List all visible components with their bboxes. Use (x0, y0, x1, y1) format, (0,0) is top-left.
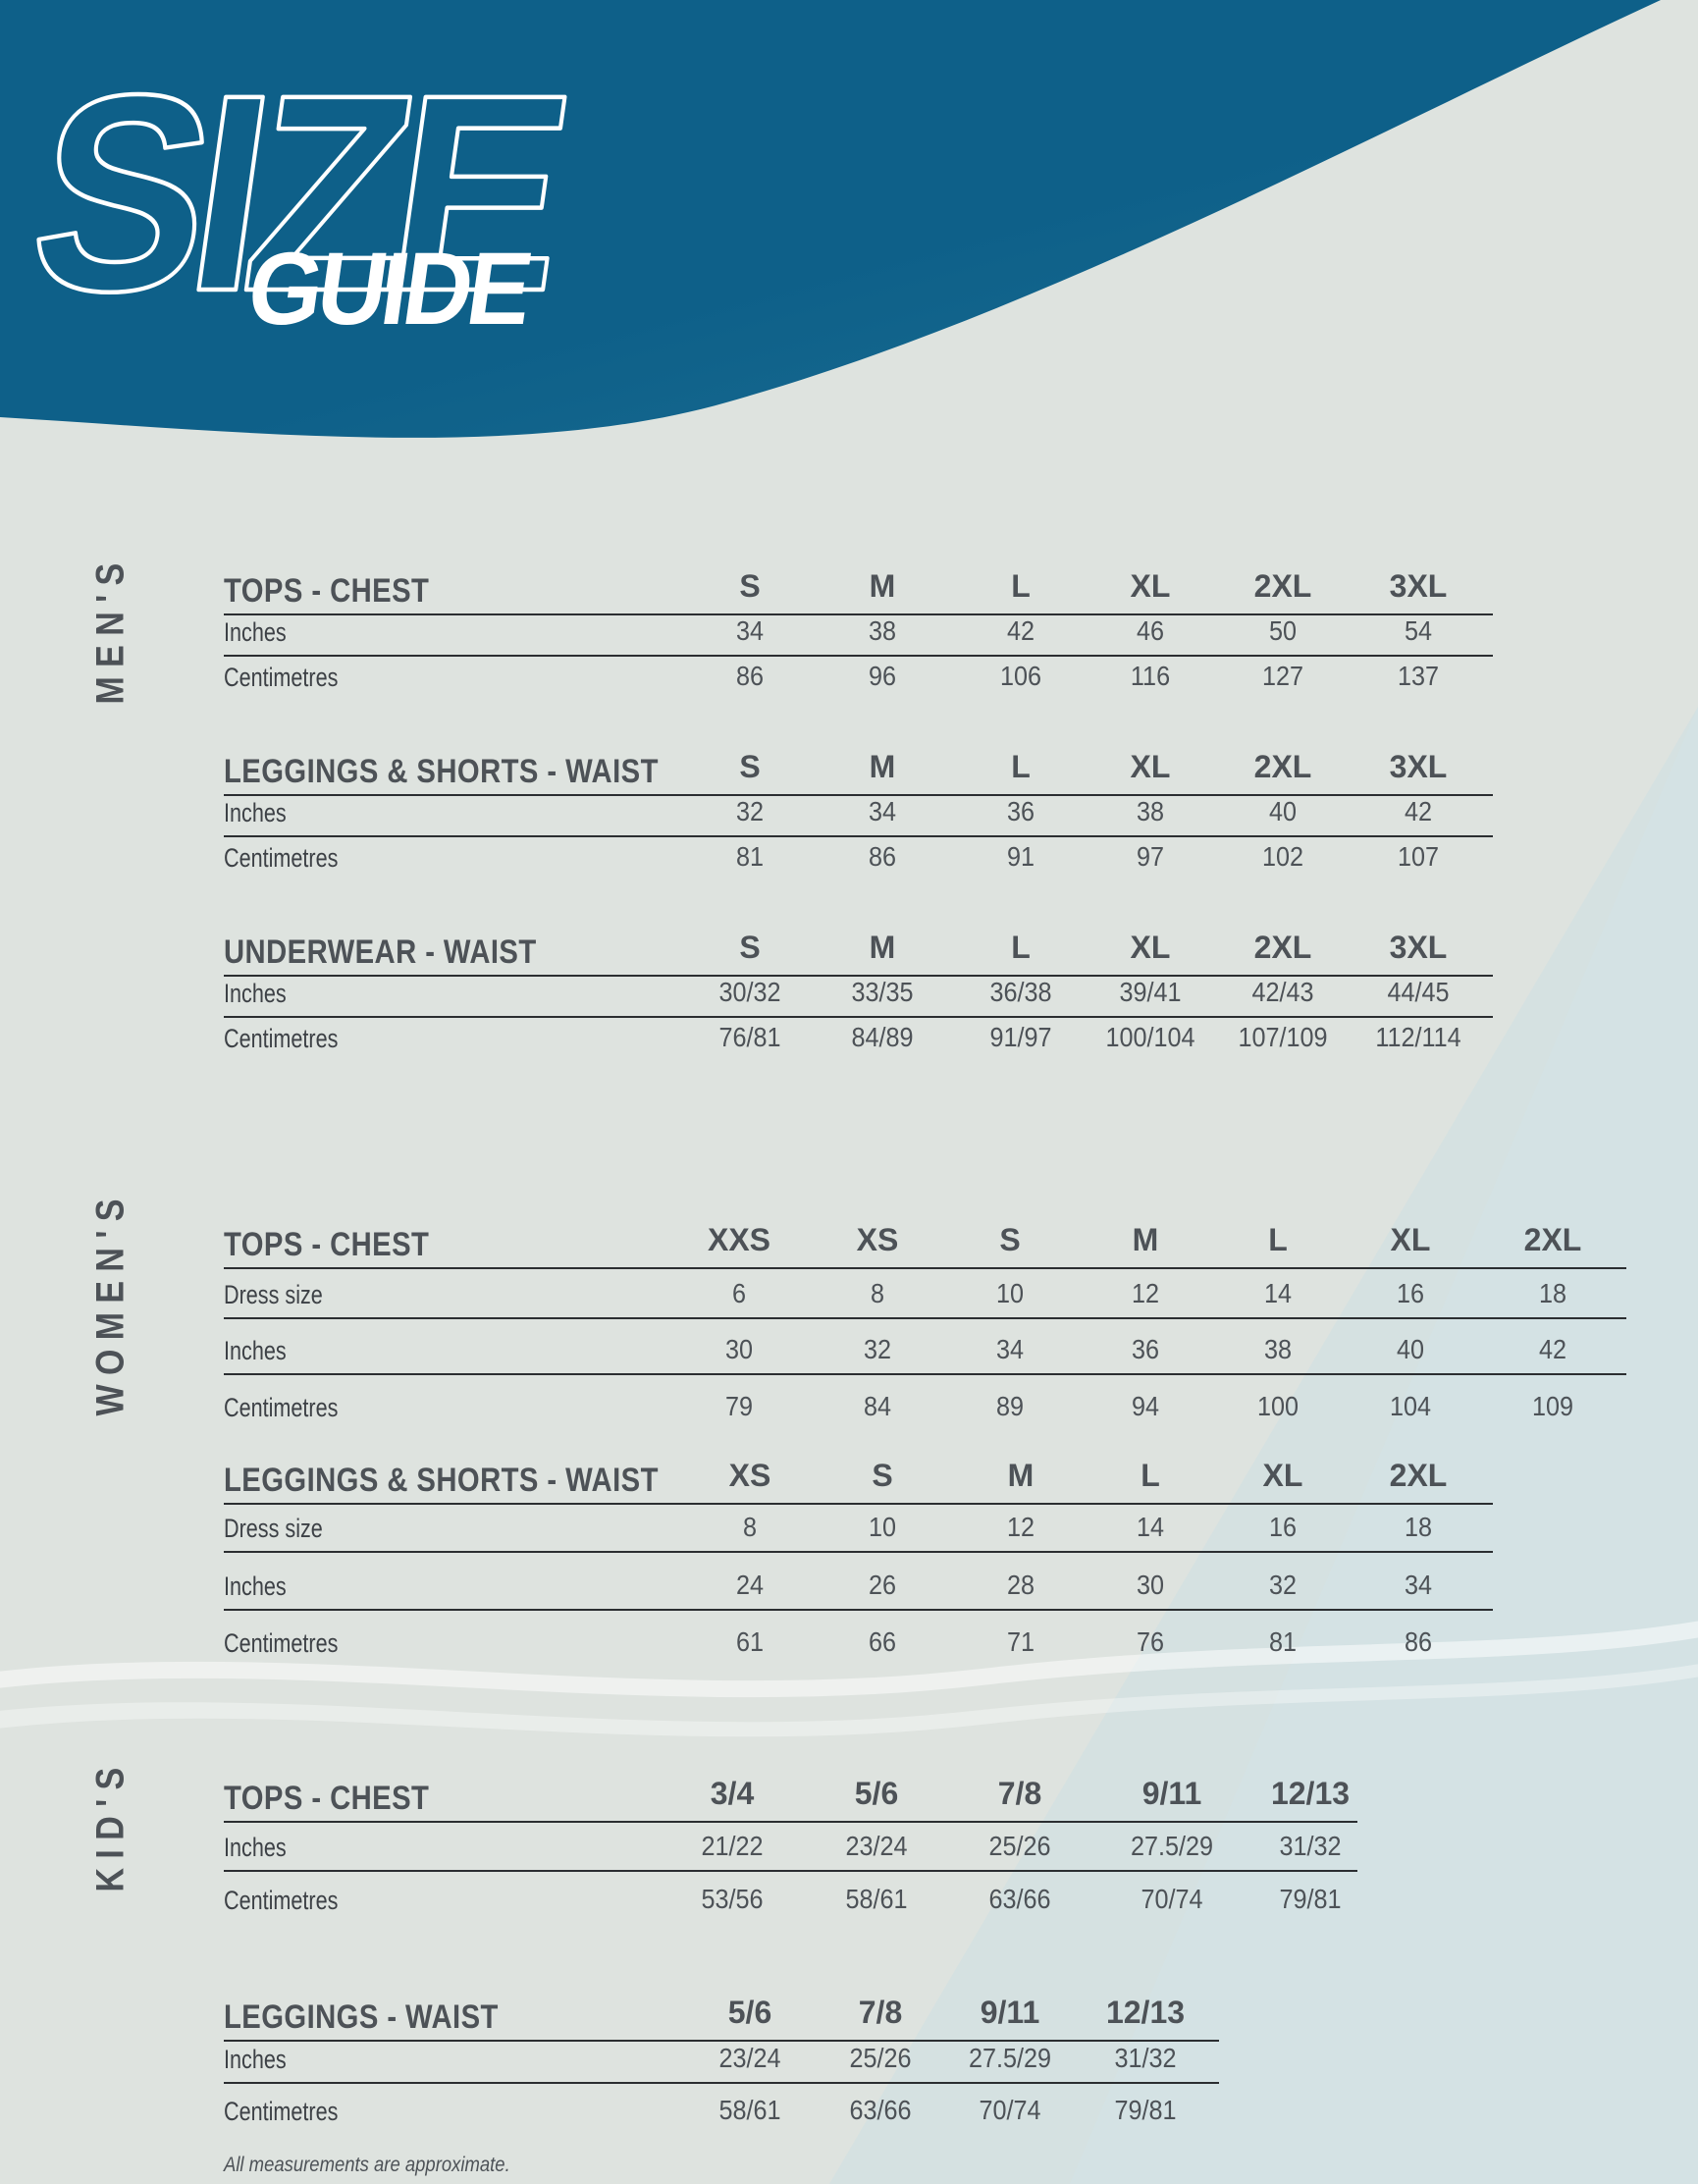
svg-text:GUIDE: GUIDE (241, 232, 536, 346)
